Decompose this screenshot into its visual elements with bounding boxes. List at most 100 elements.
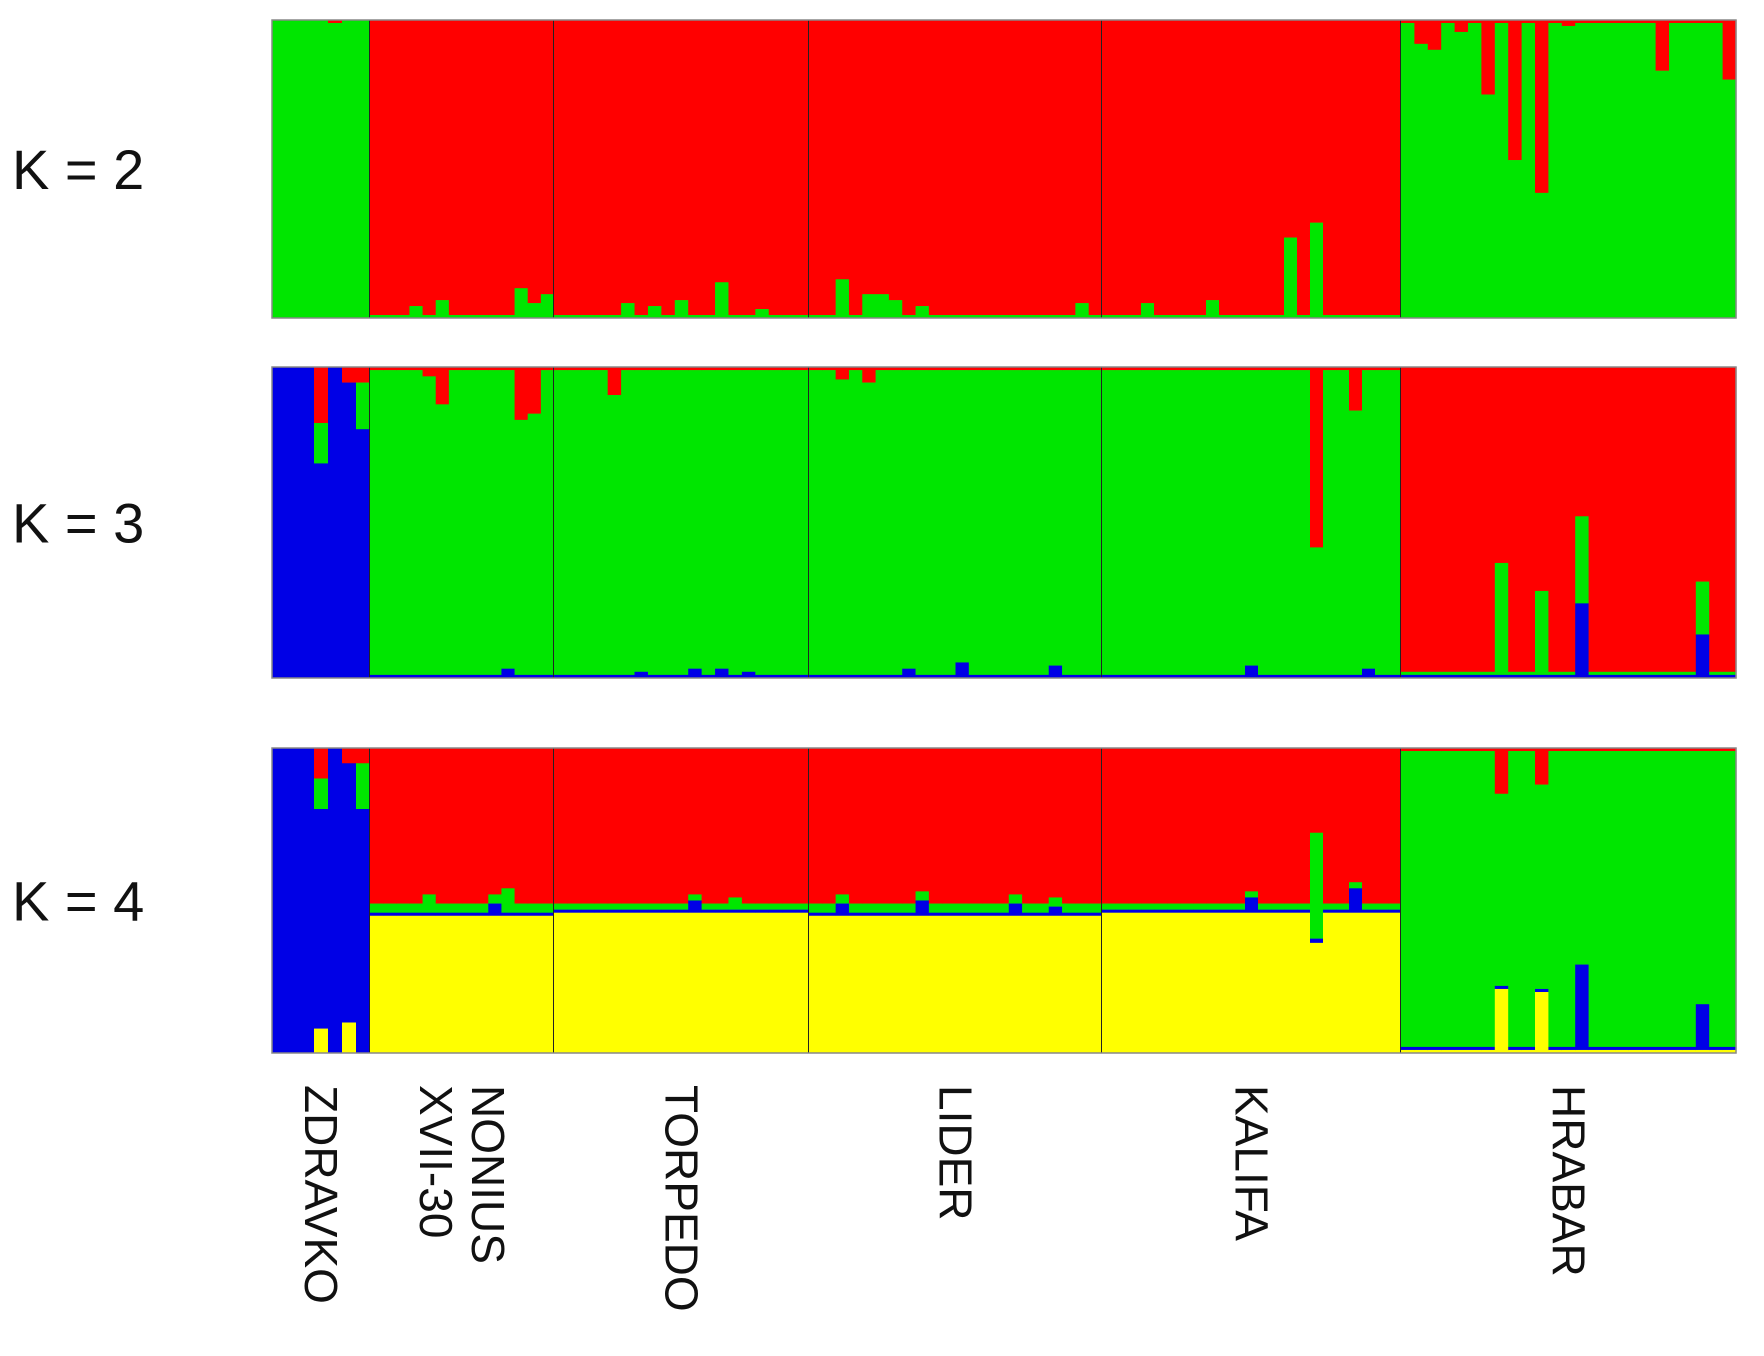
ancestry-segment-green xyxy=(1494,22,1509,319)
ancestry-segment-yellow xyxy=(1075,915,1090,1054)
ancestry-segment-green xyxy=(1615,22,1630,319)
ancestry-segment-red xyxy=(501,20,516,316)
ancestry-segment-yellow xyxy=(1588,1049,1603,1054)
ancestry-segment-yellow xyxy=(1167,912,1181,1054)
population-group xyxy=(809,748,1103,1054)
ancestry-segment-red xyxy=(942,748,957,904)
ancestry-segment-blue xyxy=(875,912,890,917)
ancestry-segment-blue xyxy=(875,674,890,679)
ancestry-segment-yellow xyxy=(1722,1049,1737,1054)
ancestry-segment-green xyxy=(715,370,730,669)
ancestry-segment-blue xyxy=(621,674,636,679)
ancestry-segment-red xyxy=(1682,20,1697,24)
ancestry-segment-red xyxy=(1642,748,1657,752)
ancestry-segment-green xyxy=(370,903,384,913)
ancestry-segment-red xyxy=(1642,367,1657,673)
ancestry-segment-green xyxy=(795,370,810,676)
ancestry-segment-red xyxy=(902,20,917,316)
ancestry-segment-blue xyxy=(621,909,636,913)
ancestry-segment-blue xyxy=(1075,912,1090,917)
ancestry-segment-blue xyxy=(688,668,703,679)
ancestry-segment-green xyxy=(1642,751,1657,1048)
ancestry-segment-blue xyxy=(527,912,542,917)
ancestry-segment-blue xyxy=(661,909,676,913)
ancestry-segment-red xyxy=(741,748,756,904)
ancestry-segment-blue xyxy=(435,912,450,917)
ancestry-segment-red xyxy=(422,748,437,895)
ancestry-segment-red xyxy=(1375,367,1389,371)
ancestry-segment-blue xyxy=(448,912,463,917)
k-label: K = 4 xyxy=(12,870,144,933)
ancestry-segment-green xyxy=(1128,315,1142,319)
ancestry-segment-blue xyxy=(567,674,582,679)
ancestry-segment-blue xyxy=(835,903,850,917)
ancestry-segment-red xyxy=(809,367,823,371)
ancestry-segment-yellow xyxy=(435,915,450,1054)
ancestry-segment-blue xyxy=(475,674,489,679)
ancestry-segment-green xyxy=(1310,832,1324,939)
ancestry-segment-green xyxy=(356,20,371,319)
ancestry-segment-blue xyxy=(1695,634,1710,679)
ancestry-segment-green xyxy=(514,288,529,319)
ancestry-segment-green xyxy=(688,315,703,319)
ancestry-segment-red xyxy=(1615,748,1630,752)
ancestry-segment-red xyxy=(462,20,476,316)
population-label: ZDRAVKO xyxy=(295,1085,347,1304)
ancestry-segment-red xyxy=(1219,367,1233,371)
ancestry-segment-green xyxy=(488,894,503,904)
ancestry-segment-green xyxy=(1628,751,1643,1048)
ancestry-segment-red xyxy=(527,367,542,414)
ancestry-segment-blue xyxy=(1602,674,1616,679)
ancestry-segment-blue xyxy=(701,909,716,913)
ancestry-segment-red xyxy=(462,748,476,904)
ancestry-segment-yellow xyxy=(514,915,529,1054)
ancestry-segment-red xyxy=(396,367,411,371)
ancestry-segment-yellow xyxy=(688,912,703,1054)
ancestry-segment-blue xyxy=(1588,1046,1603,1051)
ancestry-segment-red xyxy=(1535,20,1549,194)
ancestry-segment-green xyxy=(1154,315,1168,319)
ancestry-segment-yellow xyxy=(1669,1049,1683,1054)
ancestry-segment-green xyxy=(968,370,983,676)
ancestry-segment-yellow xyxy=(580,912,595,1054)
ancestry-segment-green xyxy=(942,903,957,913)
ancestry-segment-red xyxy=(928,367,943,371)
ancestry-segment-blue xyxy=(580,674,595,679)
ancestry-segment-red xyxy=(567,748,582,904)
ancestry-segment-green xyxy=(1271,370,1285,676)
ancestry-segment-green xyxy=(501,888,516,913)
ancestry-segment-red xyxy=(1048,367,1063,371)
ancestry-segment-blue xyxy=(1048,665,1063,679)
ancestry-segment-red xyxy=(1008,748,1023,895)
ancestry-segment-red xyxy=(1271,367,1285,371)
ancestry-segment-red xyxy=(1206,20,1220,301)
ancestry-segment-green xyxy=(1642,22,1657,319)
ancestry-segment-green xyxy=(928,370,943,676)
ancestry-segment-green xyxy=(462,370,476,676)
ancestry-segment-yellow xyxy=(1388,912,1402,1054)
ancestry-segment-yellow xyxy=(370,915,384,1054)
ancestry-segment-green xyxy=(1297,370,1311,676)
ancestry-segment-red xyxy=(1655,367,1670,673)
ancestry-segment-red xyxy=(383,20,397,316)
ancestry-segment-red xyxy=(1336,367,1350,371)
ancestry-segment-green xyxy=(1297,315,1311,319)
ancestry-segment-green xyxy=(862,294,877,319)
ancestry-segment-red xyxy=(1468,367,1482,673)
ancestry-segment-blue xyxy=(370,674,384,679)
ancestry-segment-blue xyxy=(1362,668,1376,679)
ancestry-segment-green xyxy=(715,282,730,319)
ancestry-segment-green xyxy=(1219,315,1233,319)
ancestry-segment-green xyxy=(928,315,943,319)
ancestry-segment-green xyxy=(409,306,424,319)
ancestry-segment-blue xyxy=(1167,909,1181,913)
ancestry-segment-red xyxy=(795,20,810,316)
ancestry-segment-blue xyxy=(286,367,301,679)
ancestry-segment-green xyxy=(661,370,676,676)
ancestry-segment-yellow xyxy=(1008,915,1023,1054)
ancestry-segment-blue xyxy=(435,674,450,679)
ancestry-segment-red xyxy=(1722,20,1737,80)
ancestry-segment-red xyxy=(488,367,503,371)
ancestry-segment-blue xyxy=(501,668,516,679)
ancestry-segment-red xyxy=(1588,367,1603,673)
